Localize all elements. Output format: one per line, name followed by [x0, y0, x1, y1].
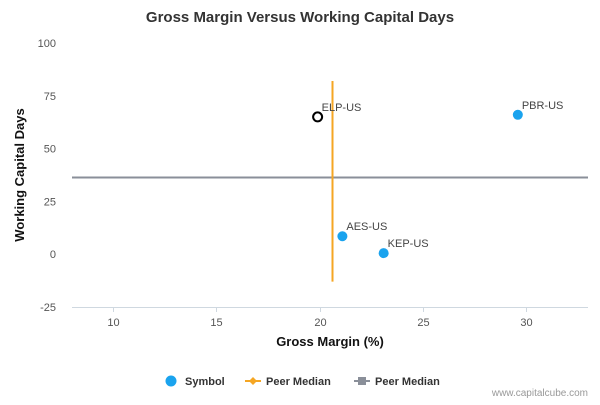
- y-tick-label: 100: [38, 38, 56, 50]
- x-tick-label: 25: [417, 317, 429, 329]
- x-axis-title: Gross Margin (%): [276, 334, 384, 349]
- data-point-label: AES-US: [346, 221, 387, 233]
- data-point-label: KEP-US: [388, 238, 429, 250]
- legend-square-icon: [358, 377, 366, 385]
- legend-label: Symbol: [185, 376, 225, 388]
- x-tick-label: 30: [520, 317, 532, 329]
- y-tick-label: 0: [50, 249, 56, 261]
- data-point-label: ELP-US: [322, 102, 362, 114]
- credit-text: www.capitalcube.com: [491, 388, 588, 399]
- legend: Symbol Peer Median Peer Median: [165, 375, 440, 388]
- x-tick-label: 10: [107, 317, 119, 329]
- data-point: [337, 231, 348, 242]
- y-tick-label: 75: [44, 91, 56, 103]
- legend-symbol-icon: [165, 375, 177, 387]
- y-tick-label: 25: [44, 196, 56, 208]
- legend-diamond-icon: [249, 377, 257, 385]
- legend-label: Peer Median: [266, 376, 331, 388]
- data-point: [512, 109, 523, 120]
- y-tick-label: -25: [40, 302, 56, 314]
- chart-title: Gross Margin Versus Working Capital Days: [146, 9, 454, 26]
- legend-label: Peer Median: [375, 376, 440, 388]
- y-tick-label: 50: [44, 144, 56, 156]
- y-axis-title: Working Capital Days: [12, 108, 27, 241]
- plot-area: 10 15 20 25 30 -25 0 25 50 75 100 ELP-US PBR-US AES-U…: [38, 38, 588, 329]
- data-point: [378, 248, 389, 259]
- data-point-label: PBR-US: [522, 100, 564, 112]
- x-tick-label: 20: [314, 317, 326, 329]
- x-tick-label: 15: [210, 317, 222, 329]
- data-point-highlight: [312, 111, 324, 123]
